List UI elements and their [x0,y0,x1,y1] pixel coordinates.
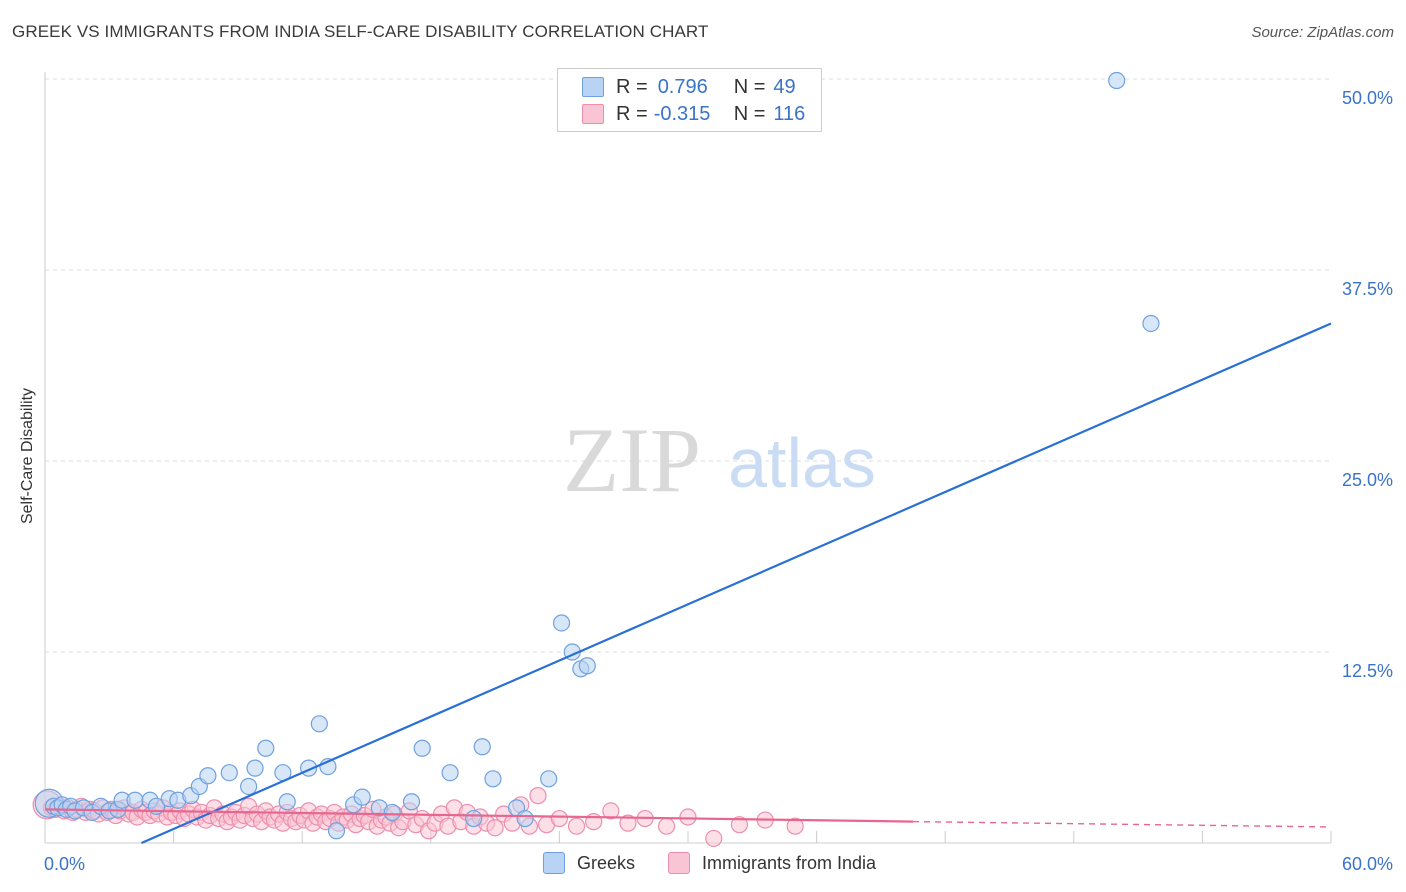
greek-point [126,791,144,809]
x-tick-label: 60.0% [1342,854,1393,874]
greek-point [1142,314,1160,333]
greek-point [540,770,558,788]
greek-point [552,614,571,632]
greek-point [465,809,483,828]
y-tick-label: 37.5% [1342,279,1393,299]
greek-point [257,739,275,757]
india-point [529,787,547,805]
india-point [567,817,586,835]
y-tick-label: 25.0% [1342,470,1393,490]
greek-point [353,788,371,806]
greek-point [484,770,502,788]
legend-swatch-india [582,104,604,124]
greek-trend-line [141,322,1332,845]
legend-r-value-india: -0.315 [653,102,711,125]
legend-swatch-india [668,852,690,874]
greek-point [240,777,258,796]
greek-point [441,764,459,782]
series-legend: Greeks Immigrants from India [0,852,1406,878]
greek-point [413,739,431,757]
y-tick-label: 12.5% [1342,661,1393,681]
greek-point [327,822,346,840]
india-point [550,809,569,828]
india-trend-line [44,808,914,823]
india-point [602,802,620,820]
legend-swatch-greeks [543,852,565,874]
legend-item-india[interactable]: Immigrants from India [668,852,876,874]
watermark-zip: ZIP [563,409,701,511]
greek-point [473,738,491,756]
watermark-atlas: atlas [728,424,876,502]
greek-point [516,809,534,828]
axis-layer [44,72,1332,844]
greek-point [278,793,296,811]
india-point [679,808,697,826]
trend-lines [44,322,1332,845]
x-tick-label: 0.0% [44,854,85,874]
legend-item-greeks[interactable]: Greeks [543,852,635,874]
india-point [486,819,504,837]
legend-row-greeks: R = 0.796 N = 49 [582,75,796,99]
india-trend-extension [913,820,1332,828]
grid-layer [45,78,1331,653]
legend-swatch-greeks [582,77,604,97]
india-point [730,816,749,834]
india-point [705,829,723,848]
legend-n-label: N = [733,75,766,98]
greek-point [246,759,264,777]
india-point [619,814,637,832]
legend-n-label: N = [733,102,766,125]
watermark: ZIP atlas [563,409,876,511]
legend-row-india: R = -0.315 N = 116 [582,102,805,126]
legend-r-label: R = [616,75,648,98]
legend-r-value-greeks: 0.796 [657,75,708,98]
india-point [657,817,676,835]
y-tick-label: 50.0% [1342,88,1393,108]
legend-label-greeks: Greeks [577,852,636,873]
greek-point [1108,71,1126,90]
greek-point [220,764,238,782]
greek-point [310,715,328,733]
chart-title: GREEK VS IMMIGRANTS FROM INDIA SELF-CARE… [12,22,709,41]
tick-labels: 12.5% 25.0% 37.5% 50.0% 0.0% 60.0% [44,88,1393,874]
greek-point [383,803,401,822]
source-label: Source: ZipAtlas.com [1251,24,1394,41]
stats-legend: R = 0.796 N = 49 R = -0.315 N = 116 [557,68,822,132]
greek-point [199,767,217,785]
legend-n-value-greeks: 49 [773,75,796,98]
greek-point [578,657,596,675]
legend-label-india: Immigrants from India [702,852,877,873]
legend-r-label: R = [616,102,648,125]
india-point [786,817,804,835]
greek-point [402,793,421,811]
legend-n-value-india: 116 [773,102,806,125]
